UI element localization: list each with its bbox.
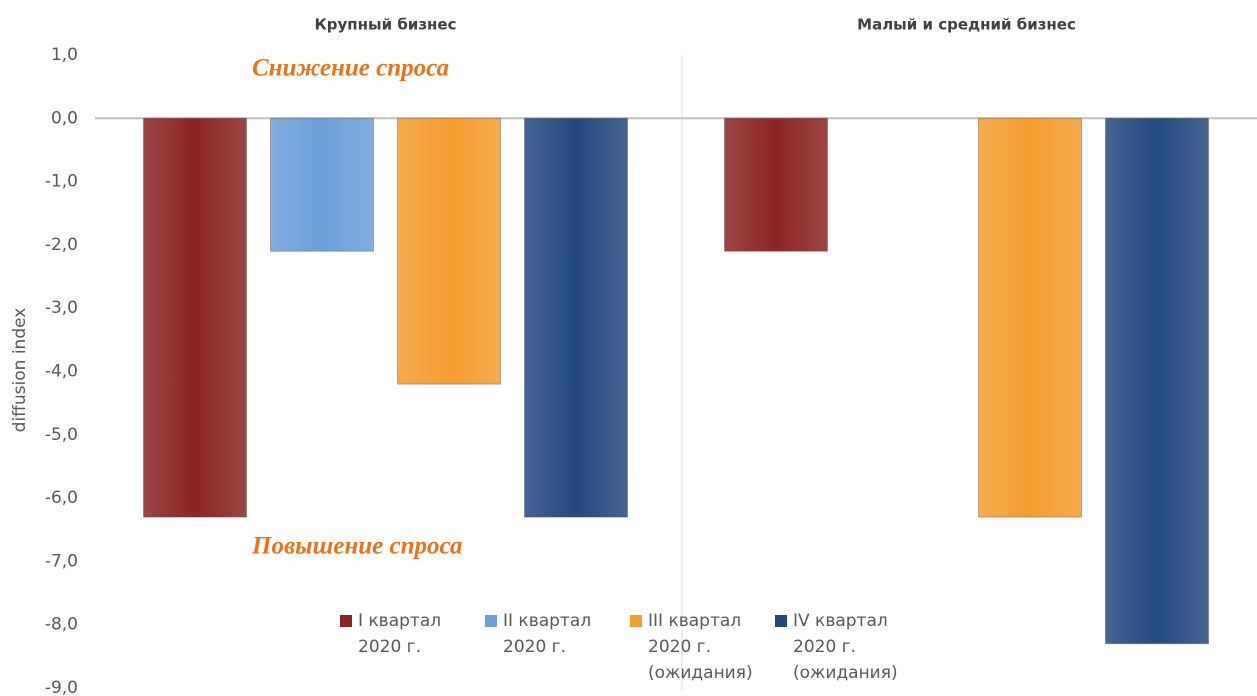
legend-label: II квартал 2020 г.	[503, 611, 592, 657]
y-tick-label: -6,0	[45, 488, 78, 508]
legend-item: I квартал 2020 г.	[340, 608, 470, 660]
legend-label: I квартал 2020 г.	[358, 611, 442, 657]
bar	[978, 117, 1082, 518]
y-tick-label: -9,0	[45, 678, 78, 696]
annotation: Снижение спроса	[252, 55, 449, 82]
bar	[397, 117, 501, 385]
bar	[524, 117, 628, 518]
y-tick-label: 1,0	[51, 45, 78, 65]
legend-label: IV квартал 2020 г. (ожидания)	[793, 611, 898, 683]
legend-swatch	[340, 615, 352, 627]
legend-label: III квартал 2020 г. (ожидания)	[648, 611, 753, 683]
y-tick-label: -4,0	[45, 362, 78, 382]
legend-item: III квартал 2020 г. (ожидания)	[630, 608, 760, 686]
y-tick-label: -5,0	[45, 425, 78, 445]
bar	[270, 117, 374, 252]
y-tick-label: -1,0	[45, 172, 78, 192]
legend-item: IV квартал 2020 г. (ожидания)	[775, 608, 905, 686]
y-tick-label: -8,0	[45, 615, 78, 635]
legend-swatch	[485, 615, 497, 627]
legend-swatch	[630, 615, 642, 627]
y-tick-label: 0,0	[51, 108, 78, 128]
legend-item: II квартал 2020 г.	[485, 608, 615, 660]
y-tick-label: -3,0	[45, 298, 78, 318]
bar	[724, 117, 828, 252]
annotation: Повышение спроса	[251, 533, 462, 560]
bar	[143, 117, 247, 518]
x-group-label: Малый и средний бизнес	[857, 16, 1076, 34]
bar	[1105, 117, 1209, 645]
y-tick-label: -2,0	[45, 235, 78, 255]
legend-swatch	[775, 615, 787, 627]
y-axis-label: diffusion index	[10, 308, 30, 433]
y-tick-label: -7,0	[45, 551, 78, 571]
x-group-label: Крупный бизнес	[315, 16, 457, 34]
